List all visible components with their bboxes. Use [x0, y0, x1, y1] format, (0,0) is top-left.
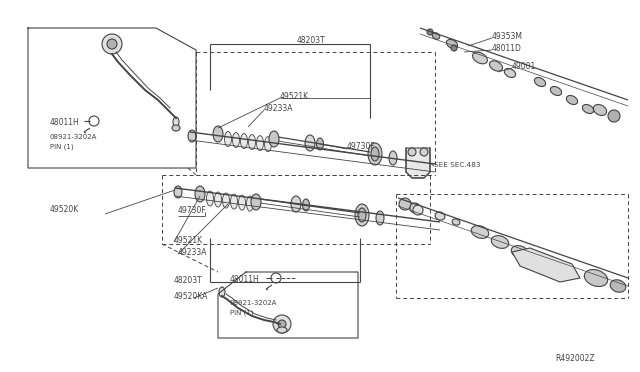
Ellipse shape — [188, 130, 196, 142]
Text: 49353M: 49353M — [492, 32, 523, 41]
Ellipse shape — [264, 137, 271, 152]
Circle shape — [273, 315, 291, 333]
Circle shape — [451, 45, 457, 51]
Ellipse shape — [371, 147, 379, 161]
Circle shape — [427, 29, 433, 35]
Ellipse shape — [269, 131, 279, 147]
Ellipse shape — [246, 196, 253, 211]
Ellipse shape — [174, 186, 182, 198]
Ellipse shape — [241, 134, 248, 148]
Ellipse shape — [223, 193, 230, 208]
Ellipse shape — [358, 208, 366, 222]
Polygon shape — [406, 148, 430, 178]
Ellipse shape — [446, 39, 458, 48]
Text: 48203T: 48203T — [174, 276, 203, 285]
Text: 49520KA: 49520KA — [174, 292, 209, 301]
Circle shape — [271, 273, 281, 283]
Circle shape — [278, 320, 286, 328]
Circle shape — [608, 110, 620, 122]
Ellipse shape — [195, 186, 205, 202]
Ellipse shape — [582, 105, 594, 113]
Ellipse shape — [232, 132, 239, 148]
Text: PIN (1): PIN (1) — [230, 310, 253, 317]
Ellipse shape — [511, 246, 529, 259]
Text: 49730F: 49730F — [347, 142, 376, 151]
Ellipse shape — [277, 327, 287, 333]
Ellipse shape — [355, 204, 369, 226]
Ellipse shape — [593, 105, 607, 115]
Ellipse shape — [584, 269, 607, 286]
Circle shape — [89, 116, 99, 126]
Circle shape — [399, 198, 411, 210]
Ellipse shape — [219, 287, 225, 297]
Text: SEE SEC.483: SEE SEC.483 — [434, 162, 481, 168]
Text: 49233A: 49233A — [264, 104, 294, 113]
Ellipse shape — [452, 219, 460, 225]
Ellipse shape — [389, 151, 397, 165]
Ellipse shape — [492, 235, 509, 248]
Polygon shape — [512, 248, 580, 282]
Ellipse shape — [173, 117, 179, 127]
Circle shape — [408, 148, 416, 156]
Text: 49520K: 49520K — [50, 205, 79, 214]
Text: 48011H: 48011H — [50, 118, 80, 127]
Ellipse shape — [303, 199, 310, 211]
Text: 08921-3202A: 08921-3202A — [230, 300, 277, 306]
Ellipse shape — [239, 195, 246, 210]
Ellipse shape — [504, 68, 516, 77]
Circle shape — [102, 34, 122, 54]
Ellipse shape — [317, 138, 323, 150]
Text: 48011H: 48011H — [230, 275, 260, 284]
Text: PIN (1): PIN (1) — [50, 144, 74, 151]
Circle shape — [420, 148, 428, 156]
Ellipse shape — [251, 194, 261, 210]
Text: 49730F: 49730F — [178, 206, 207, 215]
Text: 49521K: 49521K — [174, 236, 203, 245]
Ellipse shape — [230, 194, 237, 209]
Ellipse shape — [257, 136, 264, 151]
Ellipse shape — [214, 192, 221, 207]
Text: 49001: 49001 — [512, 62, 536, 71]
Ellipse shape — [291, 196, 301, 212]
Ellipse shape — [550, 86, 562, 96]
Circle shape — [107, 39, 117, 49]
Ellipse shape — [490, 61, 502, 71]
Circle shape — [413, 205, 423, 215]
Ellipse shape — [225, 131, 232, 147]
Text: 49521K: 49521K — [280, 92, 309, 101]
Ellipse shape — [551, 266, 569, 278]
Ellipse shape — [213, 126, 223, 142]
Ellipse shape — [534, 77, 546, 87]
Ellipse shape — [368, 143, 382, 165]
Text: 49233A: 49233A — [178, 248, 207, 257]
Ellipse shape — [566, 96, 578, 105]
Ellipse shape — [471, 225, 489, 238]
Ellipse shape — [172, 125, 180, 131]
Ellipse shape — [531, 256, 548, 268]
Ellipse shape — [435, 212, 445, 220]
Ellipse shape — [610, 280, 626, 292]
Ellipse shape — [248, 135, 255, 150]
Circle shape — [410, 203, 420, 213]
Ellipse shape — [305, 135, 315, 151]
Text: 48203T: 48203T — [297, 36, 326, 45]
Ellipse shape — [376, 211, 384, 225]
Text: 48011D: 48011D — [492, 44, 522, 53]
Ellipse shape — [432, 33, 440, 39]
Ellipse shape — [207, 191, 214, 206]
Text: 08921-3202A: 08921-3202A — [50, 134, 97, 140]
Text: R492002Z: R492002Z — [555, 354, 595, 363]
Ellipse shape — [472, 52, 488, 64]
